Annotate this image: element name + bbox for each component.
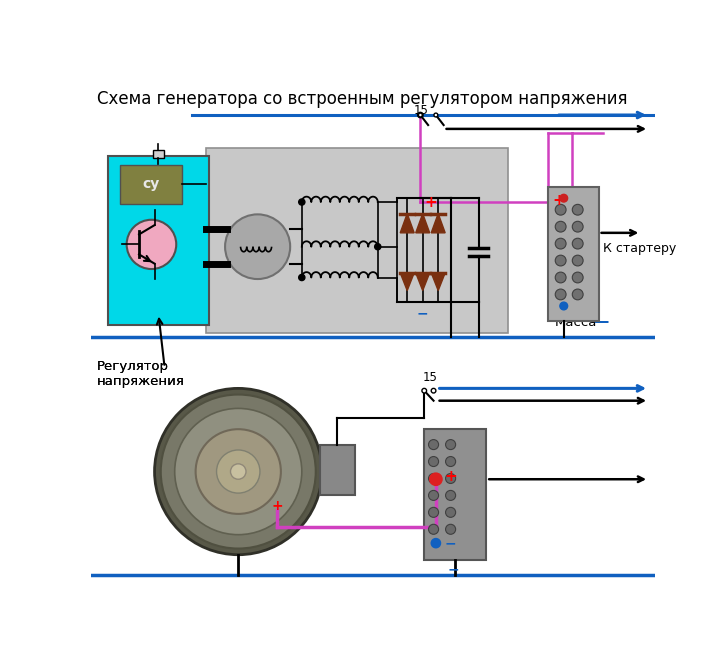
Circle shape [560,194,568,202]
Circle shape [446,457,456,466]
Circle shape [216,450,260,493]
Circle shape [446,474,456,484]
Circle shape [298,275,305,281]
Circle shape [175,409,302,535]
Bar [206,148,508,333]
Circle shape [196,429,281,514]
Circle shape [154,388,322,555]
Circle shape [161,395,316,549]
Circle shape [555,289,566,300]
Polygon shape [416,273,430,290]
Circle shape [418,112,423,118]
Circle shape [555,204,566,215]
Circle shape [419,113,422,117]
Circle shape [572,204,583,215]
Bar [548,187,598,321]
Circle shape [560,302,568,310]
Text: 15: 15 [423,371,438,384]
Circle shape [446,440,456,449]
Polygon shape [431,273,446,290]
Bar [320,445,355,495]
Bar [424,429,486,560]
Circle shape [446,490,456,501]
Polygon shape [400,214,414,233]
Circle shape [231,464,246,479]
Circle shape [429,457,438,466]
Text: Схема генератора со встроенным регулятором напряжения: Схема генератора со встроенным регулятор… [98,89,628,108]
Text: су: су [143,177,160,191]
Circle shape [429,507,438,517]
Text: Регулятор
напряжения: Регулятор напряжения [98,360,185,388]
Circle shape [555,238,566,249]
Text: Регулятор
напряжения: Регулятор напряжения [98,360,185,388]
Bar [153,150,164,158]
Circle shape [572,238,583,249]
Circle shape [429,474,438,484]
Text: −: − [417,307,429,321]
Text: −: − [447,562,459,576]
Circle shape [446,507,456,517]
Circle shape [225,214,290,279]
Polygon shape [400,273,414,290]
Bar [108,156,209,325]
Circle shape [430,473,442,486]
Circle shape [422,388,427,393]
Text: +: + [552,193,565,208]
Circle shape [572,255,583,266]
Circle shape [572,221,583,232]
Text: +: + [444,470,457,484]
Bar [120,165,183,204]
Polygon shape [416,214,430,233]
Circle shape [431,539,440,548]
Text: +: + [272,499,282,513]
Text: Масса: Масса [555,316,597,329]
Circle shape [555,272,566,283]
Circle shape [572,272,583,283]
Circle shape [572,289,583,300]
Polygon shape [431,214,446,233]
Text: +: + [424,194,437,210]
Circle shape [375,244,381,250]
Circle shape [429,524,438,534]
Circle shape [555,221,566,232]
Circle shape [429,440,438,449]
Text: 15: 15 [414,104,429,117]
Circle shape [555,255,566,266]
Circle shape [127,219,176,269]
Circle shape [434,113,438,117]
Text: К стартеру: К стартеру [604,242,676,255]
Circle shape [429,490,438,501]
Circle shape [446,524,456,534]
Text: −: − [444,536,456,550]
Circle shape [298,199,305,205]
Circle shape [431,388,436,393]
Text: —: — [593,314,609,329]
